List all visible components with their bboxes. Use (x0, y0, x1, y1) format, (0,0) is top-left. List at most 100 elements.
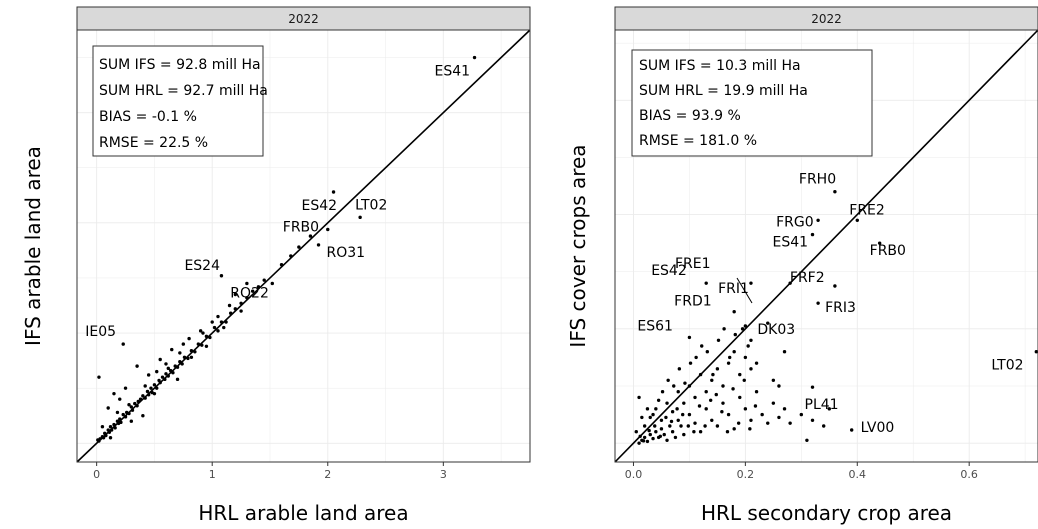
right-data-point (665, 401, 669, 405)
right-data-point (704, 390, 708, 394)
right-labeled-point-pl41 (810, 385, 815, 389)
left-data-point (115, 410, 120, 415)
left-data-point (152, 383, 157, 387)
right-data-point (731, 387, 735, 391)
right-data-point (777, 384, 781, 388)
right-data-point (638, 434, 642, 438)
right-data-point (777, 415, 781, 420)
right-label-fri1: FRI1 (718, 281, 749, 297)
right-x-tick-label: 0.2 (737, 468, 755, 481)
right-label-es41: ES41 (773, 235, 809, 251)
right-data-point (664, 415, 668, 420)
left-data-point (200, 343, 204, 347)
right-labeled-point-frg0 (816, 218, 820, 222)
right-data-point (668, 424, 672, 428)
right-label-frg0: FRG0 (776, 214, 814, 230)
right-data-point (693, 421, 697, 425)
right-label-fri3: FRI3 (825, 300, 856, 316)
right-data-point (698, 372, 703, 377)
left-data-point (181, 342, 186, 346)
left-data-point (212, 325, 217, 330)
left-label-es41: ES41 (435, 64, 471, 80)
left-x-tick-label: 3 (440, 468, 447, 481)
left-label-lt02: LT02 (355, 197, 387, 213)
right-data-point (641, 439, 646, 443)
left-data-point (133, 401, 137, 406)
right-data-point (733, 332, 737, 337)
right-x-axis-title: HRL secondary crop area (701, 501, 952, 525)
right-data-point (686, 424, 690, 428)
left-data-point (196, 342, 201, 346)
right-data-point (740, 327, 745, 331)
right-data-point (749, 367, 753, 371)
right-data-point (703, 424, 707, 428)
right-data-point (742, 378, 746, 382)
right-x-ticks: 0.0 0.2 0.4 0.6 (625, 462, 978, 481)
right-data-point (656, 398, 661, 402)
right-data-point (675, 407, 679, 411)
right-data-point (687, 412, 692, 417)
left-data-point (119, 420, 123, 425)
right-data-point (721, 401, 725, 405)
left-data-point (239, 301, 243, 306)
right-labeled-point-es41 (810, 232, 815, 237)
left-label-frb0: FRB0 (283, 219, 319, 235)
right-data-point (682, 401, 686, 405)
right-labeled-point-frb0 (877, 241, 882, 245)
right-data-point (782, 350, 787, 354)
left-labeled-point-es41 (472, 55, 477, 60)
left-data-point (198, 329, 203, 333)
right-data-point (711, 372, 715, 377)
right-data-point (705, 350, 710, 354)
left-strip-label: 2022 (288, 12, 319, 26)
left-data-point (224, 320, 228, 324)
right-data-point (642, 424, 647, 428)
right-data-point (642, 435, 647, 440)
left-data-point (208, 335, 212, 340)
right-data-point (771, 378, 776, 382)
left-data-point (109, 428, 114, 432)
left-data-point (189, 355, 194, 360)
right-data-point (726, 412, 731, 417)
right-data-point (637, 441, 641, 445)
left-data-point (163, 377, 167, 382)
left-x-tick-label: 0 (93, 468, 100, 481)
left-data-point (118, 397, 122, 401)
right-stat-bias: BIAS = 93.9 % (639, 108, 741, 124)
left-data-point (130, 408, 135, 412)
left-data-point (143, 396, 147, 400)
right-data-point (654, 407, 658, 411)
right-data-point (736, 421, 741, 425)
right-data-point (720, 410, 724, 414)
left-data-point (135, 404, 139, 408)
right-label-lt02: LT02 (991, 358, 1023, 374)
right-data-point (710, 418, 714, 422)
left-data-point (129, 419, 134, 423)
left-data-point (239, 309, 243, 313)
right-data-point (658, 434, 663, 438)
left-data-point (189, 348, 194, 353)
left-data-point (187, 336, 191, 341)
right-data-point (653, 424, 657, 428)
right-x-tick-label: 0.6 (960, 468, 978, 481)
right-data-point (677, 367, 682, 371)
left-data-point (101, 436, 106, 440)
left-data-point (297, 245, 301, 249)
left-data-point (233, 307, 238, 311)
left-data-point (262, 278, 266, 282)
left-stat-sum-hrl: SUM HRL = 92.7 mill Ha (99, 83, 268, 99)
right-data-point (732, 350, 736, 354)
left-data-point (210, 320, 214, 324)
right-labeled-point-es42 (704, 281, 708, 285)
right-labeled-point-fri1 (788, 281, 792, 285)
left-data-point (204, 334, 209, 339)
right-data-point (788, 421, 792, 425)
right-data-point (753, 404, 758, 408)
right-data-point (754, 361, 759, 365)
right-data-point (743, 355, 748, 360)
left-data-point (164, 362, 168, 366)
right-data-point (666, 378, 670, 382)
right-identity-line (614, 29, 1038, 463)
left-data-point (106, 406, 110, 410)
left-label-es24: ES24 (184, 258, 220, 274)
